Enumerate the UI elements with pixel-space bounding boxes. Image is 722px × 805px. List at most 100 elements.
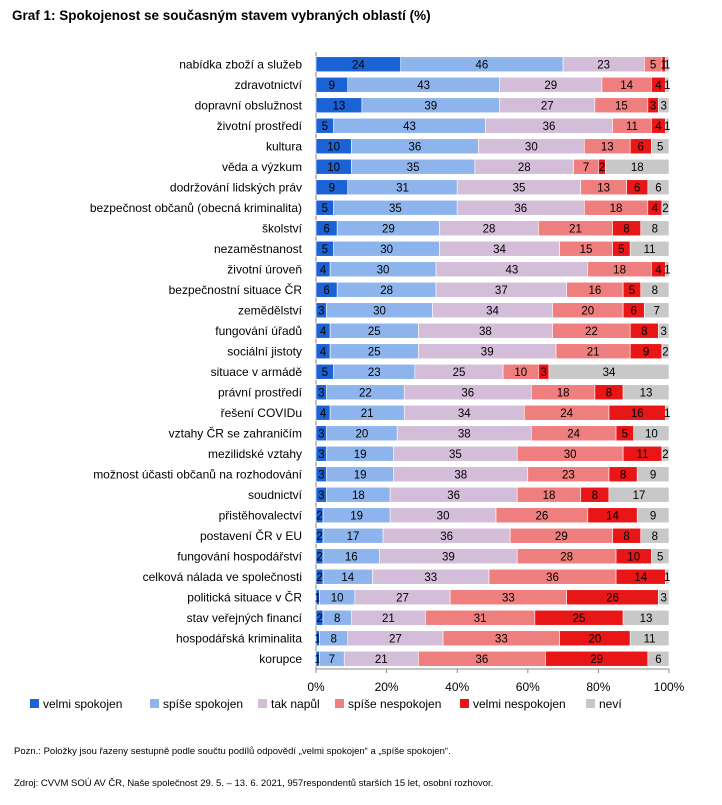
data-label: 3 (540, 367, 546, 379)
data-label: 4 (320, 408, 327, 420)
data-label: 39 (442, 551, 455, 563)
category-label: stav veřejných financí (187, 611, 303, 625)
data-label: 1 (664, 80, 670, 92)
data-label: 13 (640, 387, 653, 399)
data-label: 17 (347, 531, 360, 543)
category-label: sociální jistoty (227, 344, 302, 358)
bar-segment (658, 322, 670, 339)
data-label: 10 (627, 551, 640, 563)
legend-label: spíše spokojen (163, 697, 243, 711)
data-label: 5 (322, 244, 328, 256)
data-label: 18 (543, 490, 556, 502)
data-label: 26 (536, 510, 549, 522)
bar-segment (548, 363, 670, 380)
data-label: 27 (541, 100, 554, 112)
data-label: 1 (664, 264, 670, 276)
legend-label: spíše nespokojen (348, 697, 441, 711)
data-label: 9 (329, 80, 335, 92)
data-label: 19 (354, 469, 367, 481)
category-label: řešení COVIDu (221, 406, 302, 420)
data-label: 13 (333, 100, 346, 112)
data-label: 6 (655, 182, 661, 194)
data-label: 14 (620, 80, 633, 92)
data-label: 5 (629, 285, 635, 297)
data-label: 6 (323, 285, 329, 297)
data-label: 2 (316, 531, 322, 543)
data-label: 5 (618, 244, 624, 256)
bar-segment (636, 466, 670, 483)
bar-segment (622, 384, 670, 401)
data-label: 2 (316, 510, 322, 522)
data-label: 1 (664, 572, 670, 584)
data-label: 28 (380, 285, 393, 297)
data-label: 8 (623, 531, 629, 543)
chart-note: Pozn.: Položky jsou řazeny sestupně podl… (14, 746, 451, 757)
data-label: 38 (458, 428, 471, 440)
bar-segment (651, 138, 670, 155)
chart-source: Zdroj: CVVM SOÚ AV ČR, Naše společnost 2… (14, 778, 494, 789)
data-label: 16 (588, 285, 601, 297)
data-label: 8 (606, 387, 612, 399)
data-label: 13 (640, 613, 653, 625)
data-label: 24 (560, 408, 573, 420)
data-label: 30 (377, 264, 390, 276)
category-label: kultura (266, 139, 302, 153)
data-label: 29 (590, 654, 603, 666)
category-label: zdravotnictví (235, 78, 303, 92)
data-label: 2 (316, 551, 322, 563)
data-label: 17 (633, 490, 646, 502)
data-label: 2 (662, 346, 668, 358)
category-label: bezpečnost občanů (obecná kriminalita) (90, 201, 302, 215)
category-label: vztahy ČR se zahraničím (169, 425, 302, 440)
data-label: 3 (318, 305, 324, 317)
category-label: politická situace v ČR (187, 589, 302, 604)
category-label: životní prostředí (217, 119, 303, 133)
data-label: 24 (567, 428, 580, 440)
data-label: 28 (518, 162, 531, 174)
bar-segment (661, 343, 670, 360)
data-label: 15 (615, 100, 628, 112)
data-label: 43 (417, 80, 430, 92)
data-label: 24 (352, 59, 365, 71)
data-label: 20 (581, 305, 594, 317)
bar-segment (661, 445, 670, 462)
data-label: 27 (396, 592, 409, 604)
category-label: nabídka zboží a služeb (179, 57, 302, 71)
category-label: korupce (259, 652, 302, 666)
data-label: 9 (650, 469, 656, 481)
data-label: 21 (382, 613, 395, 625)
data-label: 43 (403, 121, 416, 133)
data-label: 7 (329, 654, 335, 666)
category-label: fungování hospodářství (177, 549, 302, 563)
data-label: 38 (479, 326, 492, 338)
data-label: 35 (513, 182, 526, 194)
bar-segment (640, 527, 670, 544)
category-label: nezaměstnanost (214, 242, 303, 256)
x-tick-label: 60% (516, 680, 540, 694)
data-label: 6 (634, 182, 640, 194)
data-label: 8 (623, 223, 629, 235)
legend-swatch (586, 699, 595, 708)
data-label: 21 (375, 654, 388, 666)
bar-segment (665, 261, 670, 278)
data-label: 31 (474, 613, 487, 625)
data-label: 28 (560, 551, 573, 563)
bar-segment (622, 609, 670, 626)
bar-segment (665, 568, 670, 585)
bar-segment (661, 199, 670, 216)
data-label: 2 (599, 162, 605, 174)
data-label: 4 (655, 80, 662, 92)
bar-segment (647, 179, 670, 196)
data-label: 18 (352, 490, 365, 502)
data-label: 38 (454, 469, 467, 481)
bar-segment (633, 425, 670, 442)
data-label: 2 (662, 203, 668, 215)
data-label: 6 (638, 141, 644, 153)
data-label: 1 (664, 121, 670, 133)
data-label: 4 (655, 121, 662, 133)
data-label: 3 (318, 490, 324, 502)
data-label: 10 (327, 162, 340, 174)
data-label: 26 (606, 592, 619, 604)
category-label: celková nálada ve společnosti (143, 570, 302, 584)
x-tick-label: 40% (445, 680, 469, 694)
